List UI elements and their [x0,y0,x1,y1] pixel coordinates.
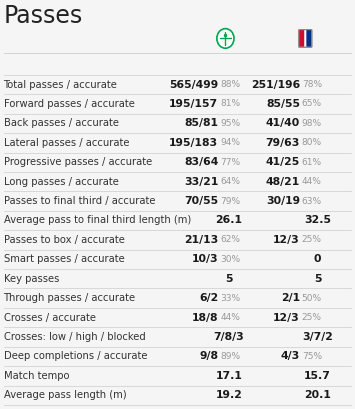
Text: 33%: 33% [220,294,240,303]
Text: 32.5: 32.5 [304,216,331,225]
Text: 18/8: 18/8 [192,312,218,323]
Text: Deep completions / accurate: Deep completions / accurate [4,351,147,362]
Text: 4/3: 4/3 [281,351,300,362]
Text: Passes to box / accurate: Passes to box / accurate [4,235,124,245]
Text: 85/55: 85/55 [266,99,300,109]
Text: 10/3: 10/3 [192,254,218,264]
Text: 195/183: 195/183 [169,138,218,148]
Text: 30%: 30% [220,255,240,264]
Text: Lateral passes / accurate: Lateral passes / accurate [4,138,129,148]
Text: Average pass to final third length (m): Average pass to final third length (m) [4,216,191,225]
Text: 195/157: 195/157 [169,99,218,109]
Circle shape [217,29,234,48]
Text: 21/13: 21/13 [184,235,218,245]
Text: 75%: 75% [302,352,322,361]
Text: 41/25: 41/25 [266,157,300,167]
Text: 26.1: 26.1 [215,216,242,225]
Text: 63%: 63% [302,197,322,206]
Text: 41/40: 41/40 [266,118,300,128]
Text: 251/196: 251/196 [251,80,300,90]
Text: Back passes / accurate: Back passes / accurate [4,118,119,128]
Text: 65%: 65% [302,99,322,108]
Text: 9/8: 9/8 [199,351,218,362]
Text: Passes to final third / accurate: Passes to final third / accurate [4,196,155,206]
Text: Average pass length (m): Average pass length (m) [4,390,126,400]
Text: 78%: 78% [302,80,322,89]
Text: 62%: 62% [220,236,240,245]
Text: 25%: 25% [302,236,322,245]
Text: 89%: 89% [220,352,240,361]
Text: 7/8/3: 7/8/3 [214,332,244,342]
Text: Through passes / accurate: Through passes / accurate [4,293,136,303]
Text: 70/55: 70/55 [184,196,218,206]
Text: Match tempo: Match tempo [4,371,69,381]
Text: 44%: 44% [220,313,240,322]
Text: 77%: 77% [220,158,240,167]
Text: 61%: 61% [302,158,322,167]
Text: 17.1: 17.1 [215,371,242,381]
Text: 19.2: 19.2 [215,390,242,400]
Text: 79%: 79% [220,197,240,206]
Text: 3/7/2: 3/7/2 [302,332,333,342]
Text: 30/19: 30/19 [266,196,300,206]
Text: 565/499: 565/499 [169,80,218,90]
FancyBboxPatch shape [306,30,312,47]
Text: Smart passes / accurate: Smart passes / accurate [4,254,124,264]
Text: 6/2: 6/2 [199,293,218,303]
Text: 94%: 94% [220,138,240,147]
Text: 80%: 80% [302,138,322,147]
FancyBboxPatch shape [299,30,304,47]
Text: 5: 5 [225,274,233,284]
Text: 64%: 64% [220,177,240,186]
Text: 83/64: 83/64 [184,157,218,167]
Text: 81%: 81% [220,99,240,108]
Text: Passes: Passes [4,4,83,28]
Text: 88%: 88% [220,80,240,89]
Text: 5: 5 [314,274,322,284]
Text: Long passes / accurate: Long passes / accurate [4,177,119,187]
Text: 44%: 44% [302,177,322,186]
Text: 79/63: 79/63 [266,138,300,148]
Text: 50%: 50% [302,294,322,303]
Text: 15.7: 15.7 [304,371,331,381]
Text: 25%: 25% [302,313,322,322]
Text: Crosses: low / high / blocked: Crosses: low / high / blocked [4,332,145,342]
FancyBboxPatch shape [299,29,312,47]
Text: Forward passes / accurate: Forward passes / accurate [4,99,135,109]
Text: 2/1: 2/1 [281,293,300,303]
Text: 85/81: 85/81 [184,118,218,128]
Text: 95%: 95% [220,119,240,128]
Text: 33/21: 33/21 [184,177,218,187]
Text: 12/3: 12/3 [273,312,300,323]
Text: Total passes / accurate: Total passes / accurate [4,80,118,90]
Text: Crosses / accurate: Crosses / accurate [4,312,95,323]
Text: 12/3: 12/3 [273,235,300,245]
Text: 98%: 98% [302,119,322,128]
Text: Progressive passes / accurate: Progressive passes / accurate [4,157,152,167]
Text: 48/21: 48/21 [266,177,300,187]
Text: 20.1: 20.1 [304,390,331,400]
Text: Key passes: Key passes [4,274,59,284]
Text: 0: 0 [314,254,322,264]
